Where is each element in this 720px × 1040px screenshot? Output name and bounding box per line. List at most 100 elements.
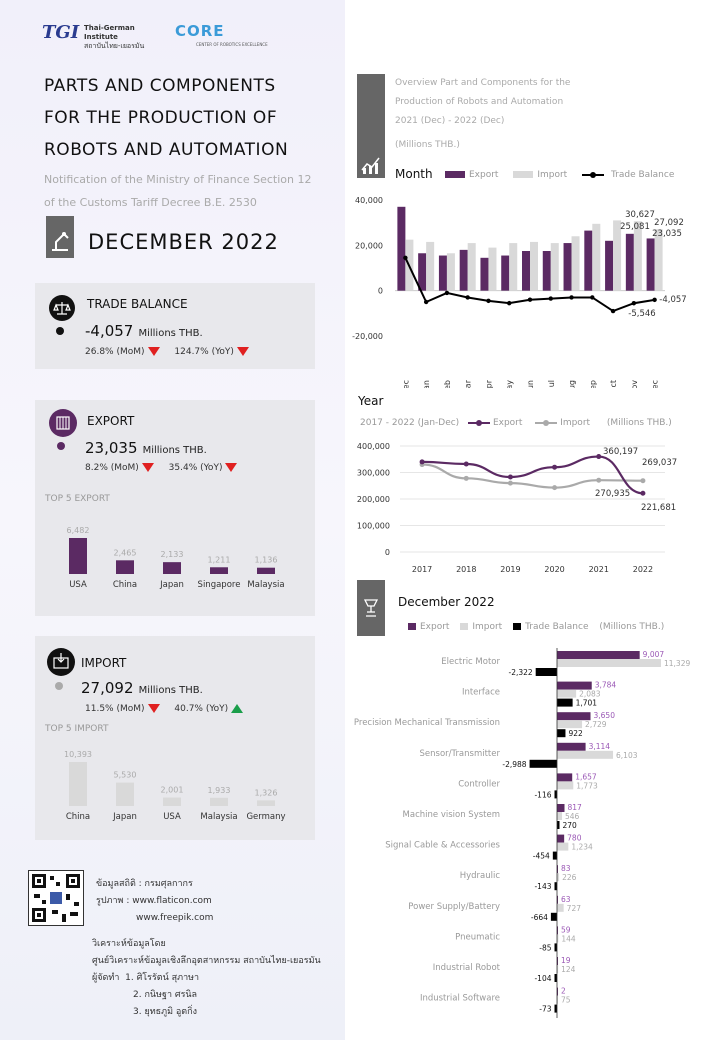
trade-balance-value-label: 1,701 — [576, 699, 598, 708]
import-unit: Millions THB. — [138, 685, 203, 696]
import-value-label: 11,329 — [664, 659, 690, 668]
footer-author-1: 1. ศิโรรัตน์ สุภาษา — [125, 973, 200, 983]
export-point — [419, 459, 425, 465]
import-bar — [557, 934, 559, 943]
export-value-label: 9,007 — [643, 650, 665, 659]
annotation-nov-import: 30,627 — [625, 210, 655, 220]
tgi-name-en: Thai-German Institute — [84, 24, 135, 41]
legend-export: Export — [469, 170, 499, 180]
export-bar — [557, 895, 558, 904]
import-value-label: 1,773 — [576, 781, 598, 790]
bar-japan — [163, 562, 181, 574]
y-tick-label: 100,000 — [357, 522, 390, 531]
top5-import-chart: 10,393 China 5,530 Japan 2,001 USA 1,933 Malays… — [64, 750, 286, 822]
export-bar — [557, 712, 591, 721]
category-label: Interface — [462, 688, 500, 698]
import-bar — [557, 812, 563, 820]
category-label: Electric Motor — [441, 657, 500, 667]
export-value-label: 19 — [561, 956, 571, 965]
bar-value-label: 1,136 — [255, 556, 278, 565]
legend-import: Import — [537, 170, 568, 180]
import-value-label: 144 — [561, 934, 576, 943]
x-tick-label: May — [505, 380, 514, 388]
trade-balance-point — [527, 297, 533, 302]
bar-category-label: Japan — [159, 580, 184, 590]
import-bar — [467, 243, 476, 291]
x-tick-label: Mar — [464, 379, 473, 388]
annotation-dec-import: 27,092 — [654, 218, 684, 228]
import-bar — [633, 221, 642, 291]
tgi-logo: TGI — [42, 22, 80, 43]
growth-chart-icon — [357, 74, 385, 178]
x-tick-label: 2021-Dec — [401, 380, 410, 388]
scale-icon — [49, 295, 75, 321]
x-tick-label: Sep — [588, 380, 597, 388]
trade-balance-point — [652, 297, 657, 303]
export-bar — [605, 240, 614, 291]
category-label: Sensor/Transmitter — [420, 749, 501, 759]
export-bar — [625, 233, 634, 291]
title-line-2: FOR THE PRODUCTION OF — [44, 108, 278, 128]
subtitle-line-1: Notification of the Ministry of Finance … — [44, 173, 312, 186]
trade-balance-value-label: -116 — [534, 790, 551, 799]
import-point — [507, 480, 513, 486]
export-value-label: 3,784 — [595, 681, 617, 690]
trade-balance-point — [590, 295, 595, 300]
trade-balance-point — [465, 295, 470, 300]
down-arrow-icon — [225, 463, 238, 472]
export-value: 23,035 — [85, 439, 138, 457]
annotation-2021-export: 360,197 — [603, 447, 638, 457]
trade-balance-value-label: -143 — [534, 882, 551, 891]
trade-balance-point — [548, 296, 553, 301]
trade-balance-card: TRADE BALANCE -4,057 Millions THB. 26.8%… — [35, 283, 315, 369]
x-tick-label: 2019 — [500, 565, 520, 574]
footer-image-1: รูปภาพ : www.flaticon.com — [96, 896, 212, 906]
bar-category-label: Malaysia — [247, 580, 284, 590]
annotation-nov-tb: -5,546 — [628, 309, 655, 319]
x-tick-label: 2022 — [633, 565, 653, 574]
overview-title-2: Production of Robots and Automation — [395, 97, 564, 107]
bar-value-label: 2,001 — [161, 786, 184, 795]
export-icon — [49, 409, 77, 437]
trade-balance-bar — [554, 974, 557, 982]
page-title: PARTS AND COMPONENTS FOR THE PRODUCTION … — [44, 70, 344, 166]
trade-balance-bar — [557, 821, 560, 829]
subtitle-line-2: of the Customs Tariff Decree B.E. 2530 — [44, 196, 257, 209]
import-card: IMPORT 27,092 Millions THB. 11.5% (MoM) … — [35, 636, 315, 840]
category-label: Signal Cable & Accessories — [385, 841, 500, 851]
bar-category-label: Japan — [112, 812, 137, 822]
export-bar — [557, 926, 558, 935]
legend-trade-balance: Trade Balance — [610, 170, 675, 180]
month-legend: Export Import Trade Balance — [445, 170, 674, 180]
x-tick-label: 2020 — [544, 565, 564, 574]
export-card: EXPORT 23,035 Millions THB. 8.2% (MoM) 3… — [35, 400, 315, 616]
december-header-box — [357, 580, 385, 636]
trade-balance-value: -4,057 — [85, 322, 134, 340]
import-mom: 11.5% (MoM) — [85, 704, 145, 714]
bar-malaysia — [257, 567, 275, 574]
footer-author-2: 2. กนิษฐา ศรนิล — [133, 990, 198, 1000]
footer-author-3: 3. ยุทธภูมิ อูตกิ่ง — [133, 1007, 197, 1017]
footer-image-2: www.freepik.com — [136, 913, 214, 923]
bar-value-label: 10,393 — [64, 750, 92, 759]
y-tick-label: 400,000 — [357, 442, 390, 451]
export-bar — [397, 206, 406, 291]
trade-balance-bar — [535, 668, 557, 676]
bar-category-label: Malaysia — [200, 812, 237, 822]
annotation-2021-import: 270,935 — [595, 489, 630, 499]
annotation-2022-export: 221,681 — [641, 503, 676, 513]
import-value-row: 27,092 Millions THB. — [81, 678, 203, 697]
trade-balance-bar — [554, 790, 557, 799]
category-label: Pneumatic — [455, 932, 500, 942]
y-tick-label: 20,000 — [355, 241, 383, 250]
category-label: Precision Mechanical Transmission — [354, 718, 500, 728]
bar-china — [116, 560, 134, 574]
footer-analysis: วิเคราะห์ข้อมูลโดย ศูนย์วิเคราะห์ข้อมูลเ… — [92, 936, 321, 1021]
export-changes: 8.2% (MoM) 35.4% (YoY) — [85, 463, 238, 473]
trade-balance-value-row: -4,057 Millions THB. — [85, 321, 203, 340]
december-legend: Export Import Trade Balance (Millions TH… — [408, 622, 664, 632]
annotation-dec-tb: -4,057 — [659, 295, 686, 305]
dec-legend-export: Export — [420, 622, 450, 632]
qr-code[interactable] — [28, 870, 84, 926]
import-yoy: 40.7% (YoY) — [174, 704, 229, 714]
